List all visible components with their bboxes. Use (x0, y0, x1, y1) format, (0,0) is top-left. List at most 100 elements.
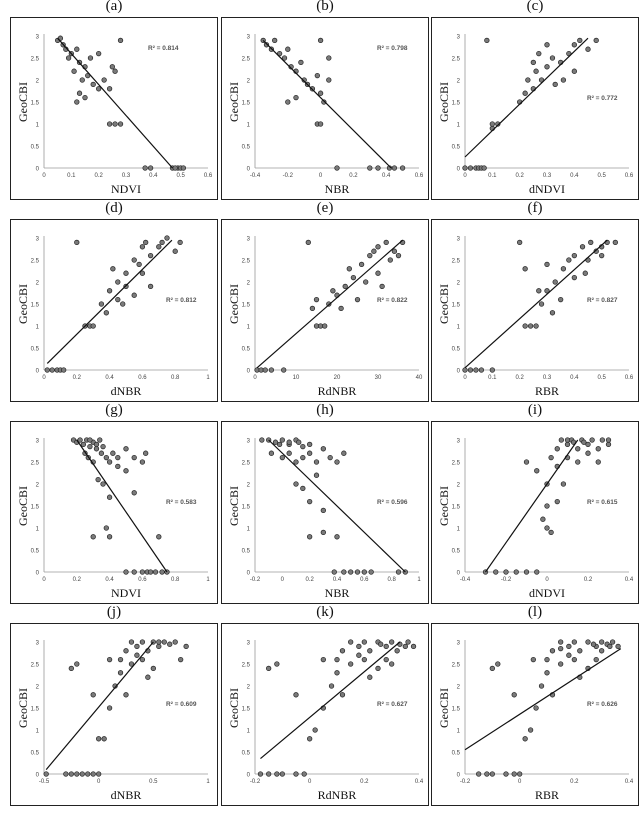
x-tick-label: 0.8 (171, 375, 180, 381)
y-tick-label: 3 (36, 237, 40, 243)
y-tick-label: 1.5 (31, 101, 40, 107)
data-point (354, 569, 361, 575)
data-point (612, 239, 618, 246)
data-point (115, 463, 121, 470)
data-point (383, 656, 389, 663)
data-point (361, 656, 367, 663)
chart-frame (221, 623, 429, 806)
y-tick-label: 1 (36, 527, 40, 533)
chart-frame (10, 219, 218, 402)
panel-label: (f) (527, 200, 543, 216)
scatter-chart: 00.511.522.53-0.2 0 0.2 0.4 0.6 0.8 1GeoCBINBR… (227, 437, 421, 600)
x-tick-label: 0.6 (138, 577, 147, 583)
data-point (615, 643, 621, 650)
data-point (74, 99, 80, 105)
x-tick-label: 1 (206, 779, 210, 785)
data-point (44, 367, 50, 373)
y-axis-label: GeoCBI (227, 284, 241, 324)
data-point (571, 68, 577, 74)
y-tick-label: 1.5 (452, 505, 461, 511)
y-tick-label: 1 (457, 729, 461, 735)
data-point (106, 656, 113, 663)
data-point (103, 525, 109, 531)
data-point (330, 288, 336, 294)
data-point (262, 367, 268, 373)
data-point (90, 81, 96, 88)
x-tick-label: 0.6 (360, 577, 369, 583)
y-tick-label: 2 (36, 79, 40, 85)
y-tick-label: 1.5 (242, 101, 251, 107)
data-point (558, 645, 564, 652)
panel-label: (j) (106, 604, 122, 620)
y-tick-label: 2.5 (31, 57, 40, 63)
x-tick-label: 0.2 (73, 375, 82, 381)
y-tick-label: 1.5 (452, 707, 461, 713)
data-point (577, 37, 583, 44)
data-point (274, 771, 280, 777)
data-point (548, 454, 554, 461)
y-tick-label: 1 (247, 527, 251, 533)
y-tick-label: 3 (247, 439, 251, 445)
data-point (389, 661, 395, 667)
y-tick-label: 2.5 (242, 259, 251, 265)
y-tick-label: 1 (36, 123, 40, 129)
x-tick-label: 0 (253, 375, 257, 381)
data-point (307, 441, 313, 448)
data-point (305, 239, 311, 246)
y-tick-label: 1.5 (31, 505, 40, 511)
y-tick-label: 2.5 (452, 663, 461, 669)
data-point (298, 59, 304, 66)
data-point (156, 643, 162, 650)
data-point (484, 771, 490, 777)
x-tick-label: 0.6 (625, 375, 634, 381)
data-point (331, 569, 337, 575)
data-point (80, 441, 87, 448)
y-tick-label: 2.5 (242, 57, 251, 63)
trend-line (260, 641, 401, 760)
trend-line (46, 239, 173, 364)
y-tick-label: 0.5 (31, 347, 40, 353)
y-tick-label: 1.5 (31, 707, 40, 713)
x-tick-label: 0.5 (149, 779, 158, 785)
data-point (599, 639, 605, 645)
data-point (96, 736, 102, 742)
data-point (328, 683, 335, 689)
data-point (131, 292, 137, 298)
data-point (577, 648, 583, 654)
x-tick-label: 0.1 (67, 173, 76, 179)
data-point (276, 441, 283, 448)
data-point (367, 252, 373, 259)
data-point (74, 661, 80, 667)
data-point (522, 323, 528, 329)
panel-label: (c) (526, 0, 544, 14)
data-point (338, 305, 344, 312)
y-tick-label: 1 (36, 325, 40, 331)
data-point (128, 661, 135, 667)
data-point (558, 639, 564, 645)
y-tick-label: 1 (457, 325, 461, 331)
data-point (95, 476, 101, 483)
data-point (286, 439, 292, 445)
data-point (106, 459, 113, 465)
data-point (533, 323, 539, 329)
x-tick-label: 1 (206, 577, 210, 583)
data-point (281, 55, 288, 61)
data-point (558, 296, 564, 303)
data-point (100, 443, 106, 450)
data-point (552, 81, 558, 88)
data-point (268, 450, 275, 456)
data-point (300, 454, 306, 461)
data-point (581, 439, 587, 445)
trend-line (464, 37, 589, 158)
r-squared-label: R² = 0.814 (148, 45, 179, 52)
data-point (285, 46, 291, 52)
data-point (123, 446, 129, 452)
data-point (334, 459, 340, 465)
y-tick-label: 2.5 (452, 57, 461, 63)
data-point (161, 639, 167, 645)
data-point (320, 656, 326, 663)
data-point (87, 55, 94, 61)
chart-panel: (c) 0 0.5 1 1.5 2 2.5 3 0 0.1 0.2 0.3 0.4 0.5 0.6 GeoCB… (431, 0, 639, 200)
x-axis-label: dNDVI (529, 586, 565, 600)
